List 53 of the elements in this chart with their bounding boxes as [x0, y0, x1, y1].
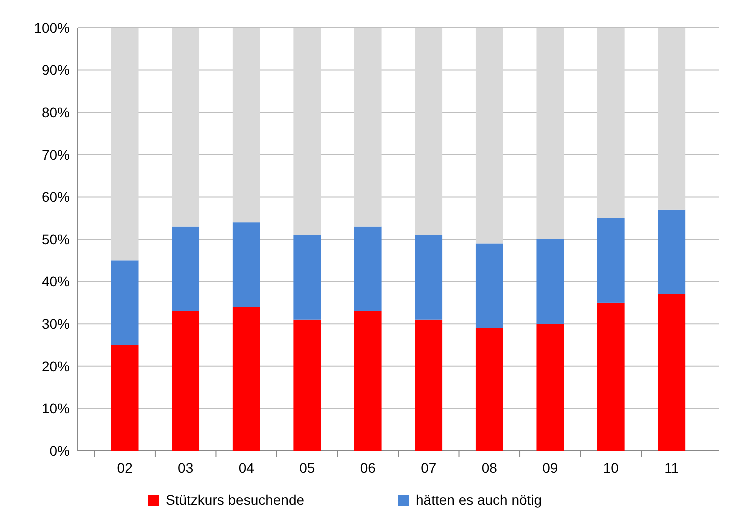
y-tick-label: 0% — [50, 442, 70, 459]
y-tick-label: 80% — [42, 104, 70, 120]
bar — [354, 311, 382, 451]
y-tick-label: 30% — [42, 316, 70, 332]
bar — [597, 28, 625, 218]
bar — [536, 28, 564, 240]
bar — [415, 28, 443, 236]
x-tick-label: 03 — [178, 460, 194, 476]
legend-label: Stützkurs besuchende — [166, 492, 305, 508]
bar — [536, 240, 564, 324]
x-tick-label: 10 — [603, 460, 620, 476]
y-tick-label: 70% — [42, 146, 70, 163]
x-tick-label: 08 — [482, 460, 498, 476]
bar — [354, 28, 382, 227]
y-tick-label: 90% — [42, 62, 70, 78]
x-tick-label: 07 — [421, 460, 437, 476]
bar — [658, 28, 686, 210]
bar — [597, 302, 625, 451]
y-tick-label: 10% — [42, 400, 70, 417]
bar — [294, 320, 322, 451]
bar — [658, 294, 686, 451]
bar — [232, 28, 260, 223]
y-tick-label: 40% — [42, 274, 70, 290]
bar — [111, 260, 139, 346]
bar — [415, 235, 443, 320]
y-tick-label: 20% — [42, 358, 70, 374]
x-tick-label: 06 — [360, 460, 376, 476]
bar — [172, 28, 200, 227]
x-tick-label: 11 — [664, 460, 680, 476]
bar — [294, 235, 322, 320]
x-tick-label: 05 — [300, 460, 316, 476]
bar — [172, 311, 200, 451]
bar — [232, 307, 260, 451]
bar — [536, 324, 564, 451]
y-tick-label: 100% — [34, 20, 70, 36]
bar — [294, 28, 322, 236]
bar — [476, 28, 504, 244]
x-tick-label: 09 — [542, 460, 558, 476]
legend-label: hätten es auch nötig — [416, 492, 542, 508]
bar — [476, 244, 504, 328]
x-tick-label: 04 — [238, 460, 255, 476]
x-tick-label: 02 — [117, 460, 134, 476]
bar — [172, 226, 200, 312]
bar — [232, 222, 260, 308]
y-tick-label: 50% — [42, 231, 70, 248]
bar — [111, 345, 139, 451]
bar — [415, 320, 443, 451]
bar — [597, 218, 625, 303]
bar — [476, 328, 504, 451]
bar — [658, 210, 686, 294]
bar — [354, 226, 382, 312]
bar — [111, 28, 139, 261]
y-tick-label: 60% — [42, 189, 70, 206]
